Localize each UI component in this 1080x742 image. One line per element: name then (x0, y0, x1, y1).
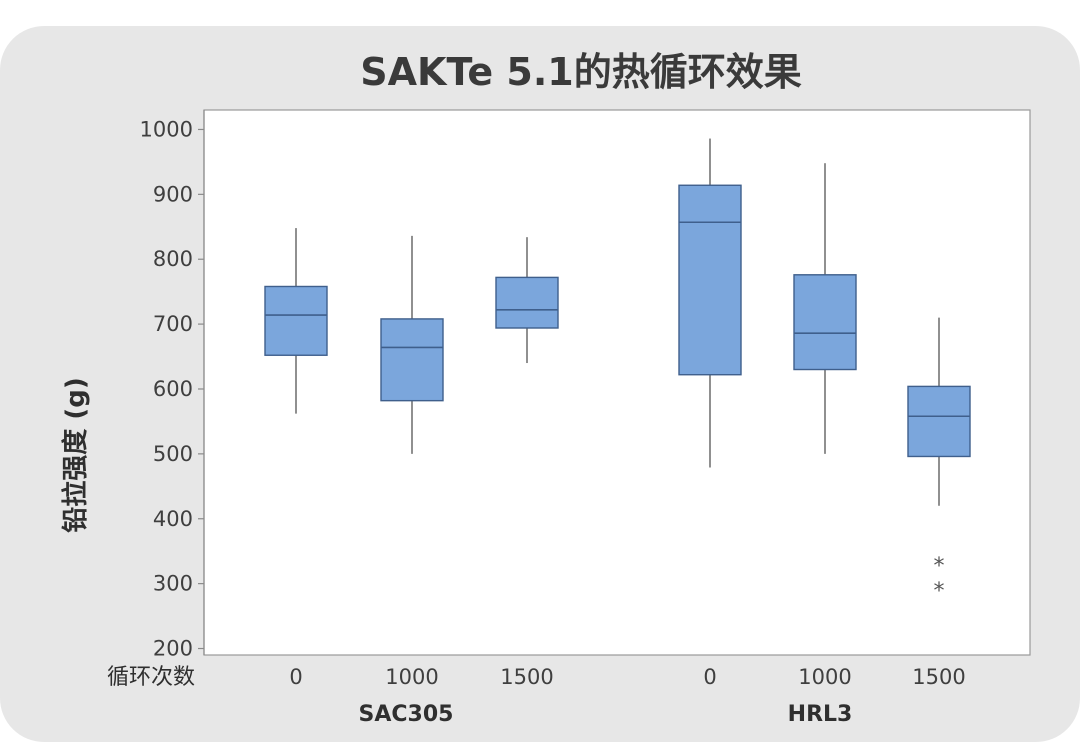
box (907, 385, 971, 458)
y-tick-label: 500 (153, 442, 193, 466)
x-tick-label: 0 (289, 665, 302, 689)
group-label: HRL3 (788, 702, 853, 727)
y-tick-label: 600 (153, 377, 193, 401)
outlier-point: * (934, 579, 945, 604)
box (793, 274, 857, 371)
box (380, 318, 444, 402)
x-tick-label: 1500 (500, 665, 553, 689)
y-tick-label: 200 (153, 637, 193, 661)
box (264, 285, 328, 356)
y-tick-label: 900 (153, 182, 193, 206)
y-axis: 200 300 400 500 600 700 800 900 1000 (140, 117, 204, 661)
x-axis: 0 1000 1500 SAC305 0 1000 1500 HRL3 (289, 665, 965, 727)
box-series: ** (264, 138, 971, 604)
x-tick-label: 0 (703, 665, 716, 689)
y-tick-label: 300 (153, 572, 193, 596)
group-label: SAC305 (359, 702, 454, 727)
y-tick-label: 400 (153, 507, 193, 531)
y-tick-label: 1000 (140, 117, 193, 141)
x-tick-label: 1500 (912, 665, 965, 689)
plot-area (203, 109, 1031, 656)
box (678, 184, 742, 376)
box (495, 276, 559, 329)
y-tick-label: 700 (153, 312, 193, 336)
y-tick-label: 800 (153, 247, 193, 271)
x-tick-label: 1000 (798, 665, 851, 689)
outlier-point: * (934, 554, 945, 579)
chart-title: SAKTe 5.1的热循环效果 (360, 50, 801, 94)
x-tick-label: 1000 (385, 665, 438, 689)
x-axis-label: 循环次数 (107, 665, 195, 690)
y-axis-label: 铅拉强度 (g) (60, 377, 91, 532)
